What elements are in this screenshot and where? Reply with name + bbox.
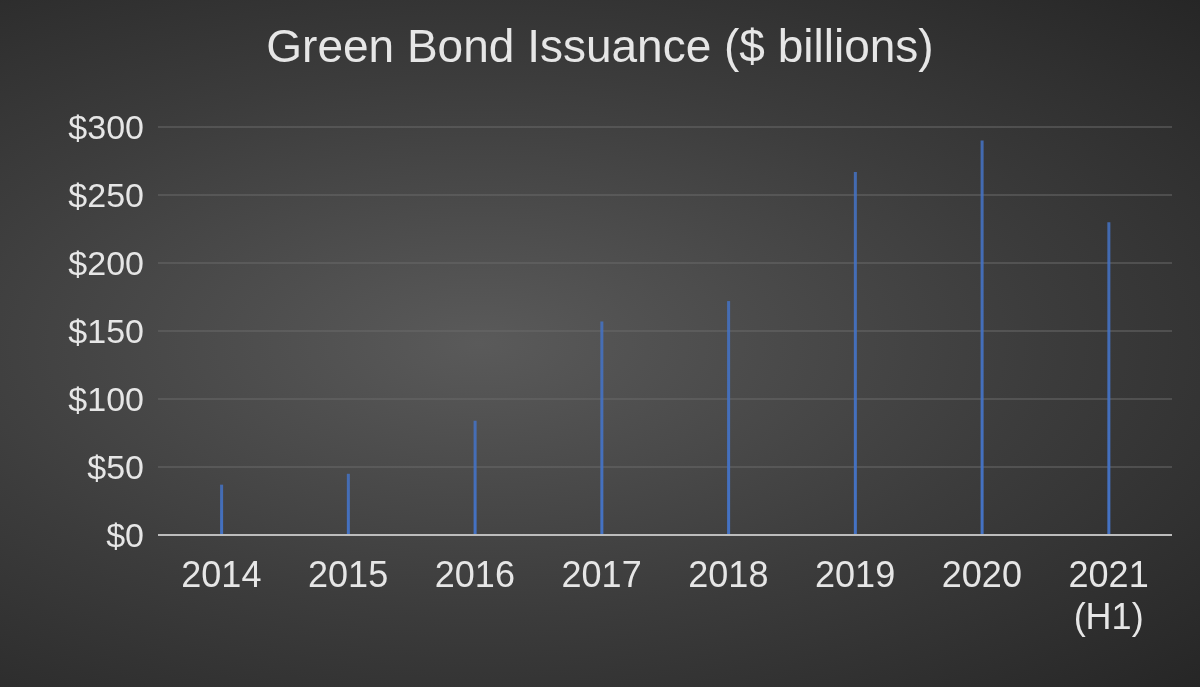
svg-text:$200: $200	[68, 244, 144, 282]
html-text:Green Bond Issuance ($ billion: Green Bond Issuance ($ billions)	[266, 20, 934, 72]
svg-text:2020: 2020	[942, 554, 1022, 595]
svg-text:2018: 2018	[688, 554, 768, 595]
svg-text:2014: 2014	[181, 554, 261, 595]
svg-text:2015: 2015	[308, 554, 388, 595]
svg-text:$300: $300	[68, 108, 144, 146]
svg-text:$100: $100	[68, 380, 144, 418]
svg-text:$0: $0	[106, 516, 144, 554]
svg-text:2021(H1): 2021(H1)	[1069, 554, 1149, 637]
svg-text:$150: $150	[68, 312, 144, 350]
svg-text:$250: $250	[68, 176, 144, 214]
svg-text:2019: 2019	[815, 554, 895, 595]
svg-text:2017: 2017	[562, 554, 642, 595]
svg-text:$50: $50	[87, 448, 144, 486]
svg-text:2016: 2016	[435, 554, 515, 595]
